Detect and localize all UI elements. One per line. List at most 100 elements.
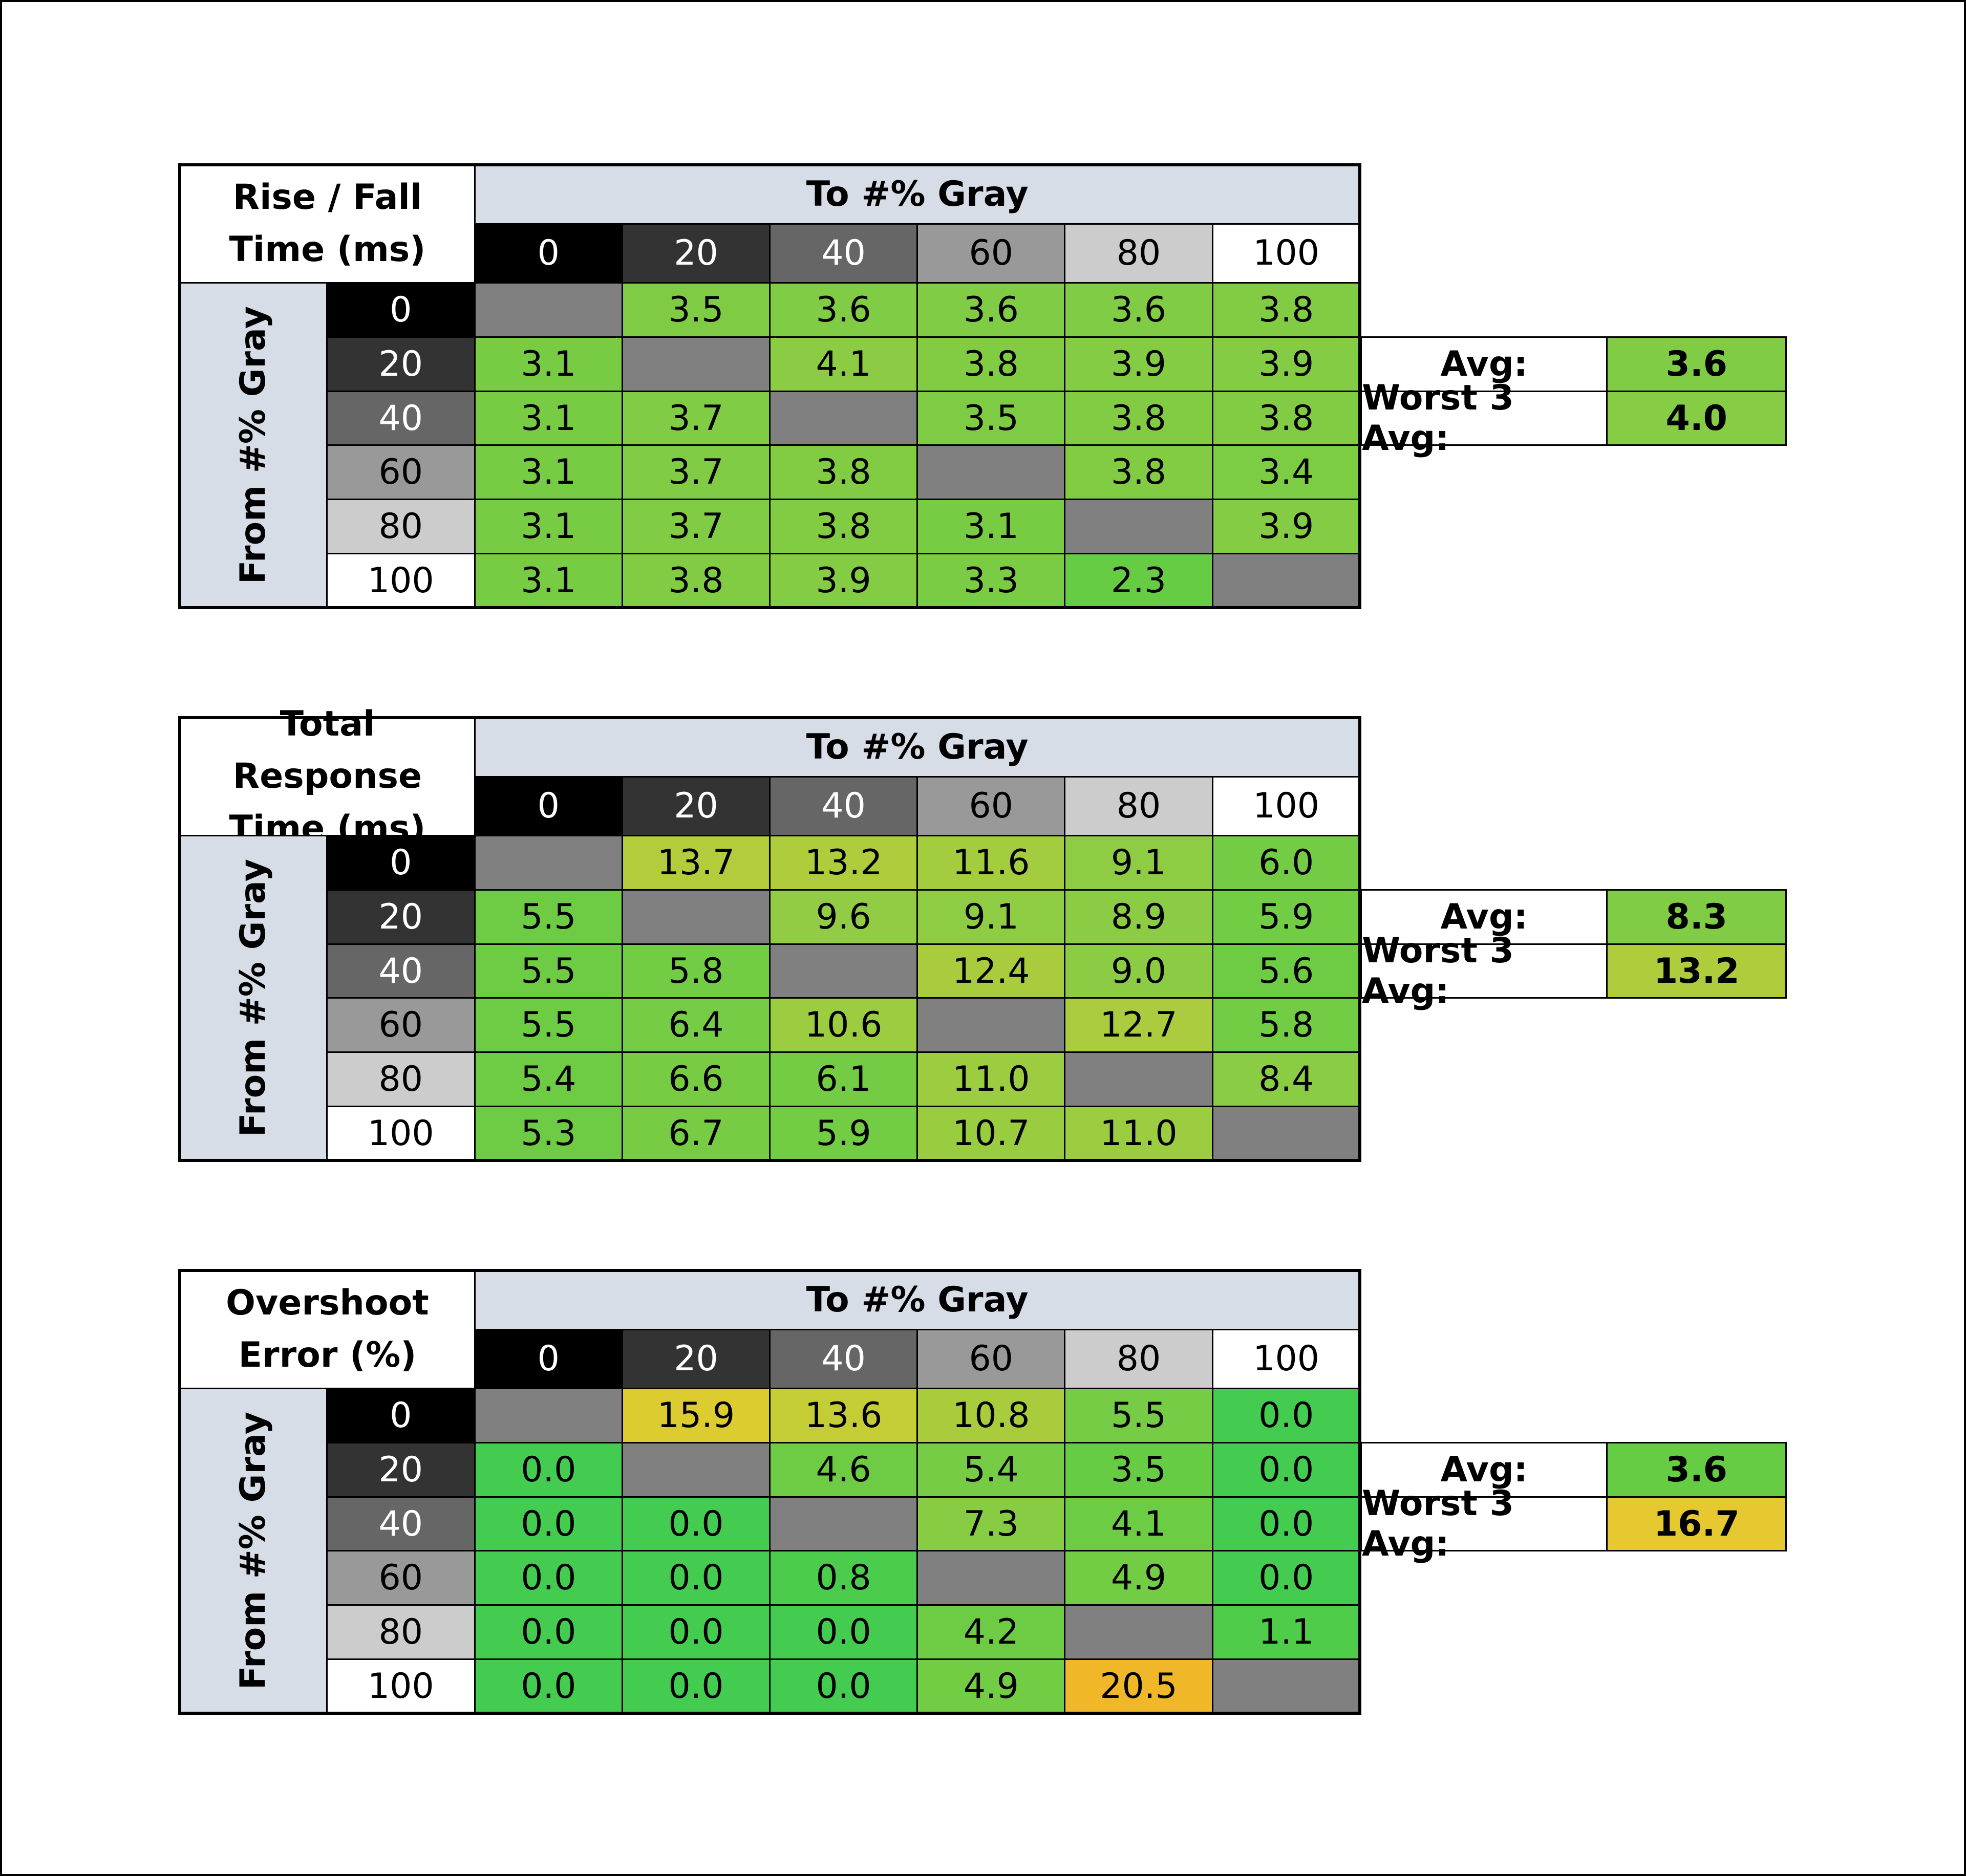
row-header-40: 40 <box>326 1496 476 1552</box>
summary-value: 13.2 <box>1606 943 1787 999</box>
column-header-80: 80 <box>1064 775 1213 836</box>
data-cell <box>916 1550 1066 1606</box>
data-cell: 12.4 <box>916 943 1066 999</box>
row-header-60: 60 <box>326 444 476 501</box>
row-axis-header-label: From #% Gray <box>233 859 274 1137</box>
data-cell <box>1211 1658 1361 1714</box>
row-header-80: 80 <box>326 1604 476 1660</box>
data-cell: 3.6 <box>916 282 1066 338</box>
data-cell: 6.0 <box>1211 835 1361 891</box>
data-cell: 9.1 <box>916 889 1066 945</box>
data-cell: 3.1 <box>474 390 623 446</box>
column-axis-header: To #% Gray <box>474 164 1361 225</box>
data-cell: 3.9 <box>769 553 918 609</box>
data-cell: 8.4 <box>1211 1051 1361 1107</box>
row-header-20: 20 <box>326 1441 476 1498</box>
data-cell: 9.1 <box>1064 835 1213 891</box>
column-header-20: 20 <box>621 1328 771 1389</box>
row-axis-header: From #% Gray <box>179 282 328 609</box>
column-axis-header: To #% Gray <box>474 717 1361 778</box>
data-cell: 10.7 <box>916 1106 1066 1161</box>
table-title-line: Total Response <box>232 704 422 797</box>
data-cell: 9.0 <box>1064 943 1213 999</box>
row-header-40: 40 <box>326 390 476 446</box>
data-cell: 3.9 <box>1064 336 1213 392</box>
summary-label: Avg: <box>1360 889 1608 945</box>
column-header-0: 0 <box>474 223 623 284</box>
data-cell: 0.0 <box>621 1658 771 1714</box>
data-cell: 5.5 <box>474 889 623 945</box>
data-cell: 6.7 <box>621 1106 771 1161</box>
summary-value: 3.6 <box>1606 336 1787 392</box>
column-header-0: 0 <box>474 1328 623 1389</box>
data-cell <box>474 282 623 338</box>
row-axis-header-label: From #% Gray <box>233 306 274 585</box>
data-cell: 0.0 <box>474 1604 623 1660</box>
data-cell: 6.6 <box>621 1051 771 1107</box>
data-cell: 3.9 <box>1211 499 1361 554</box>
data-cell: 5.5 <box>474 943 623 999</box>
data-cell: 4.1 <box>769 336 918 392</box>
data-cell: 6.1 <box>769 1051 918 1107</box>
data-cell: 3.8 <box>1064 390 1213 446</box>
table-title: Overshoot Error (%) <box>179 1269 476 1390</box>
data-cell: 12.7 <box>1064 997 1213 1053</box>
row-header-100: 100 <box>326 1106 476 1161</box>
row-axis-header: From #% Gray <box>179 1388 328 1714</box>
data-cell: 3.8 <box>769 499 918 554</box>
data-cell: 3.8 <box>621 553 771 609</box>
data-cell <box>1211 1106 1361 1161</box>
data-cell: 5.5 <box>474 997 623 1053</box>
summary-label: Worst 3 Avg: <box>1360 1483 1608 1564</box>
row-header-0: 0 <box>326 282 476 338</box>
data-cell: 3.7 <box>621 499 771 554</box>
data-cell <box>769 943 918 999</box>
data-cell: 15.9 <box>621 1388 771 1443</box>
data-cell: 5.8 <box>1211 997 1361 1053</box>
data-cell: 5.5 <box>1064 1388 1213 1443</box>
column-header-40: 40 <box>769 223 918 284</box>
data-cell: 3.9 <box>1211 336 1361 392</box>
row-header-100: 100 <box>326 1658 476 1714</box>
data-cell <box>621 1441 771 1498</box>
table-title-line: Time (ms) <box>229 229 426 270</box>
data-cell: 3.7 <box>621 390 771 446</box>
data-cell: 11.0 <box>916 1051 1066 1107</box>
row-header-60: 60 <box>326 997 476 1053</box>
data-cell: 3.4 <box>1211 444 1361 501</box>
summary-value: 4.0 <box>1606 390 1787 446</box>
row-axis-header-label: From #% Gray <box>233 1412 274 1690</box>
data-cell: 5.9 <box>769 1106 918 1161</box>
data-cell: 3.1 <box>474 336 623 392</box>
data-cell: 10.6 <box>769 997 918 1053</box>
data-cell: 0.0 <box>1211 1441 1361 1498</box>
data-cell: 9.6 <box>769 889 918 945</box>
data-cell <box>1064 499 1213 554</box>
column-header-100: 100 <box>1211 1328 1361 1389</box>
data-cell: 5.8 <box>621 943 771 999</box>
data-cell: 11.6 <box>916 835 1066 891</box>
data-cell: 3.6 <box>1064 282 1213 338</box>
column-header-0: 0 <box>474 775 623 836</box>
column-header-40: 40 <box>769 1328 918 1389</box>
data-cell <box>769 1496 918 1552</box>
table-title-line: Overshoot <box>226 1283 429 1324</box>
data-cell: 4.6 <box>769 1441 918 1498</box>
column-header-60: 60 <box>916 1328 1066 1389</box>
data-cell <box>621 889 771 945</box>
data-cell: 0.0 <box>621 1496 771 1552</box>
summary-label: Worst 3 Avg: <box>1360 931 1608 1011</box>
column-header-60: 60 <box>916 223 1066 284</box>
data-cell: 4.9 <box>1064 1550 1213 1606</box>
row-header-60: 60 <box>326 1550 476 1606</box>
column-header-20: 20 <box>621 223 771 284</box>
data-cell: 3.8 <box>769 444 918 501</box>
data-cell: 5.9 <box>1211 889 1361 945</box>
data-cell: 0.0 <box>1211 1550 1361 1606</box>
data-cell: 3.1 <box>474 444 623 501</box>
data-cell <box>1064 1051 1213 1107</box>
data-cell: 0.0 <box>769 1604 918 1660</box>
data-cell: 3.8 <box>1211 282 1361 338</box>
column-header-80: 80 <box>1064 1328 1213 1389</box>
data-cell: 0.0 <box>621 1604 771 1660</box>
